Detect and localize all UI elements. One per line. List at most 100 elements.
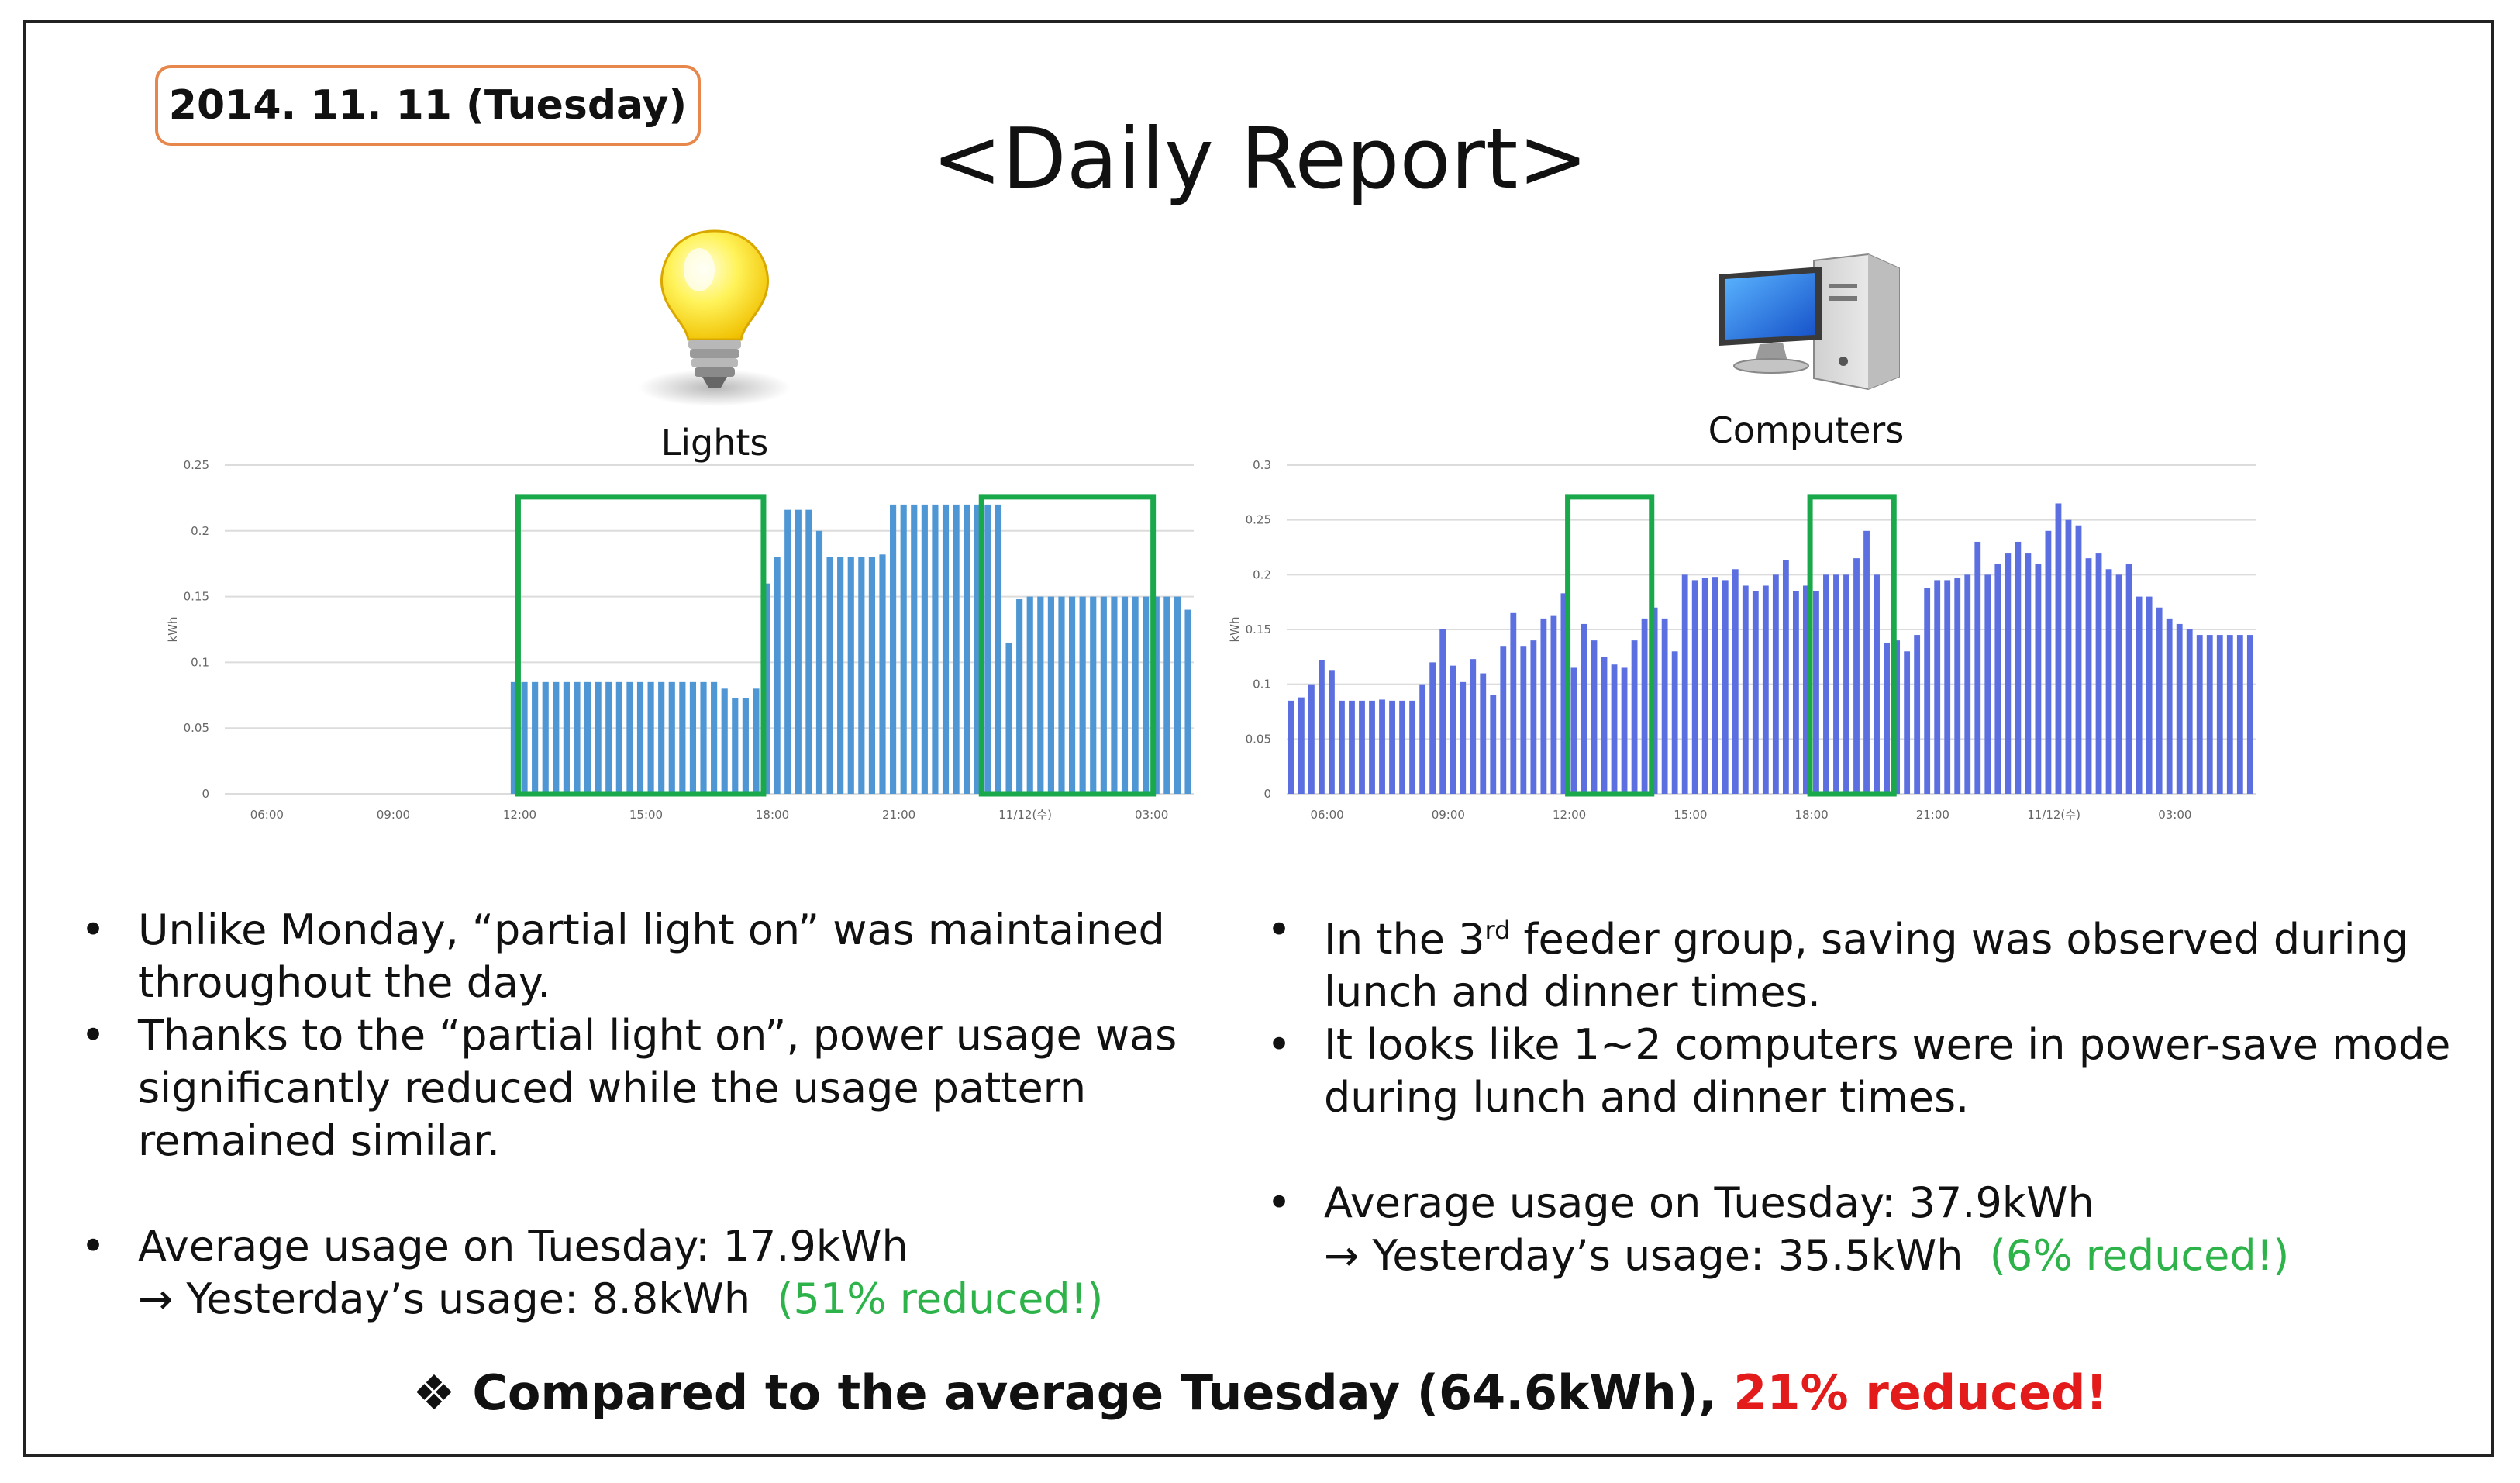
bar <box>763 583 770 794</box>
bar <box>953 504 960 794</box>
bar <box>2035 564 2042 794</box>
highlight-box <box>1807 494 1897 797</box>
bar <box>2226 635 2233 794</box>
y-tick-label: 0.1 <box>191 655 209 669</box>
y-axis-label: kWh <box>166 616 180 642</box>
bar <box>2136 596 2143 794</box>
bar <box>1914 635 1921 794</box>
bar <box>1974 541 1981 794</box>
bar <box>679 681 686 794</box>
bar <box>984 504 991 794</box>
bar <box>1111 596 1118 794</box>
highlight-box <box>978 494 1157 797</box>
bar <box>858 557 865 794</box>
x-tick-label: 18:00 <box>756 808 789 822</box>
bar <box>1319 660 1325 794</box>
bar <box>1339 700 1345 794</box>
computers-yesterday: → Yesterday’s usage: 35.5kWh (6% reduced… <box>1324 1231 2290 1280</box>
bar <box>1621 667 1628 794</box>
y-tick-label: 0.25 <box>1246 513 1271 527</box>
bar <box>1174 596 1181 794</box>
bar <box>2085 558 2092 794</box>
bar <box>1047 596 1054 794</box>
slide-frame <box>23 20 2494 1457</box>
bar <box>1894 640 1901 794</box>
bar <box>595 681 602 794</box>
bar <box>1399 700 1405 794</box>
computers-chart: 0 0.05 0.1 0.15 0.2 0.25 0.3 kWh 06:00 09:00 12:00… <box>1228 458 2256 822</box>
bar <box>921 504 928 794</box>
bar <box>1184 609 1191 794</box>
bar <box>1308 684 1315 794</box>
bar <box>700 681 707 794</box>
bar <box>1450 665 1456 794</box>
bar <box>1701 578 1708 794</box>
bar <box>815 530 823 794</box>
bar <box>1581 623 1587 794</box>
bar <box>1520 646 1527 794</box>
light-bulb-icon <box>639 229 791 406</box>
bar <box>1037 596 1044 794</box>
y-tick-label: 0.05 <box>184 721 209 735</box>
bar <box>1792 591 1799 794</box>
bar <box>2166 618 2173 794</box>
bar <box>2206 635 2213 794</box>
computer-icon <box>1719 253 1900 391</box>
bar <box>995 504 1002 794</box>
bar <box>900 504 907 794</box>
bar <box>1853 558 1860 794</box>
y-tick-label: 0.25 <box>184 458 209 472</box>
bar <box>1058 596 1065 794</box>
x-tick-label: 03:00 <box>1135 808 1168 822</box>
bar <box>510 681 518 794</box>
bar <box>1601 657 1608 794</box>
bar <box>1439 629 1446 794</box>
bar <box>1570 667 1577 794</box>
bar <box>711 681 718 794</box>
bar <box>1954 578 1961 794</box>
bar <box>2196 635 2203 794</box>
bar <box>868 557 875 794</box>
computers-notes: • In the 3rd feeder group, saving was obs… <box>1263 904 2457 1282</box>
x-tick-label: 03:00 <box>2158 808 2191 822</box>
bar <box>1100 596 1107 794</box>
bar <box>1874 574 1880 794</box>
x-tick-label: 09:00 <box>377 808 410 822</box>
bar <box>668 681 675 794</box>
bar <box>563 681 570 794</box>
bar <box>1984 574 1991 794</box>
bar <box>2246 635 2253 794</box>
bar <box>1712 577 1718 794</box>
x-tick-label: 12:00 <box>503 808 536 822</box>
y-tick-label: 0.15 <box>184 590 209 604</box>
bar <box>1833 574 1839 794</box>
bar <box>2216 635 2223 794</box>
x-tick-label: 15:00 <box>629 808 663 822</box>
bar <box>1884 642 1890 794</box>
bar <box>1369 700 1375 794</box>
bar <box>2146 596 2153 794</box>
bar <box>1994 564 2001 794</box>
y-axis-label: kWh <box>1228 616 1242 642</box>
lights-chart: 0 0.05 0.1 0.15 0.2 0.25 kWh 06:00 09:00 12:00 15:… <box>166 458 1194 822</box>
bar <box>1661 618 1668 794</box>
bar <box>584 681 591 794</box>
bar <box>1782 560 1789 794</box>
bar <box>636 681 644 794</box>
bar <box>795 509 802 794</box>
bar <box>1681 574 1688 794</box>
bar <box>1510 612 1517 794</box>
bar <box>689 681 697 794</box>
bar <box>911 504 918 794</box>
bar <box>2156 607 2163 794</box>
bar <box>1924 588 1931 794</box>
bar <box>542 681 549 794</box>
bar <box>1863 530 1870 794</box>
bar <box>1944 580 1951 794</box>
bar <box>605 681 612 794</box>
bar <box>1591 640 1598 794</box>
bar <box>1540 618 1547 794</box>
x-tick-label: 21:00 <box>882 808 915 822</box>
bar <box>1641 618 1648 794</box>
bar <box>1651 607 1658 794</box>
